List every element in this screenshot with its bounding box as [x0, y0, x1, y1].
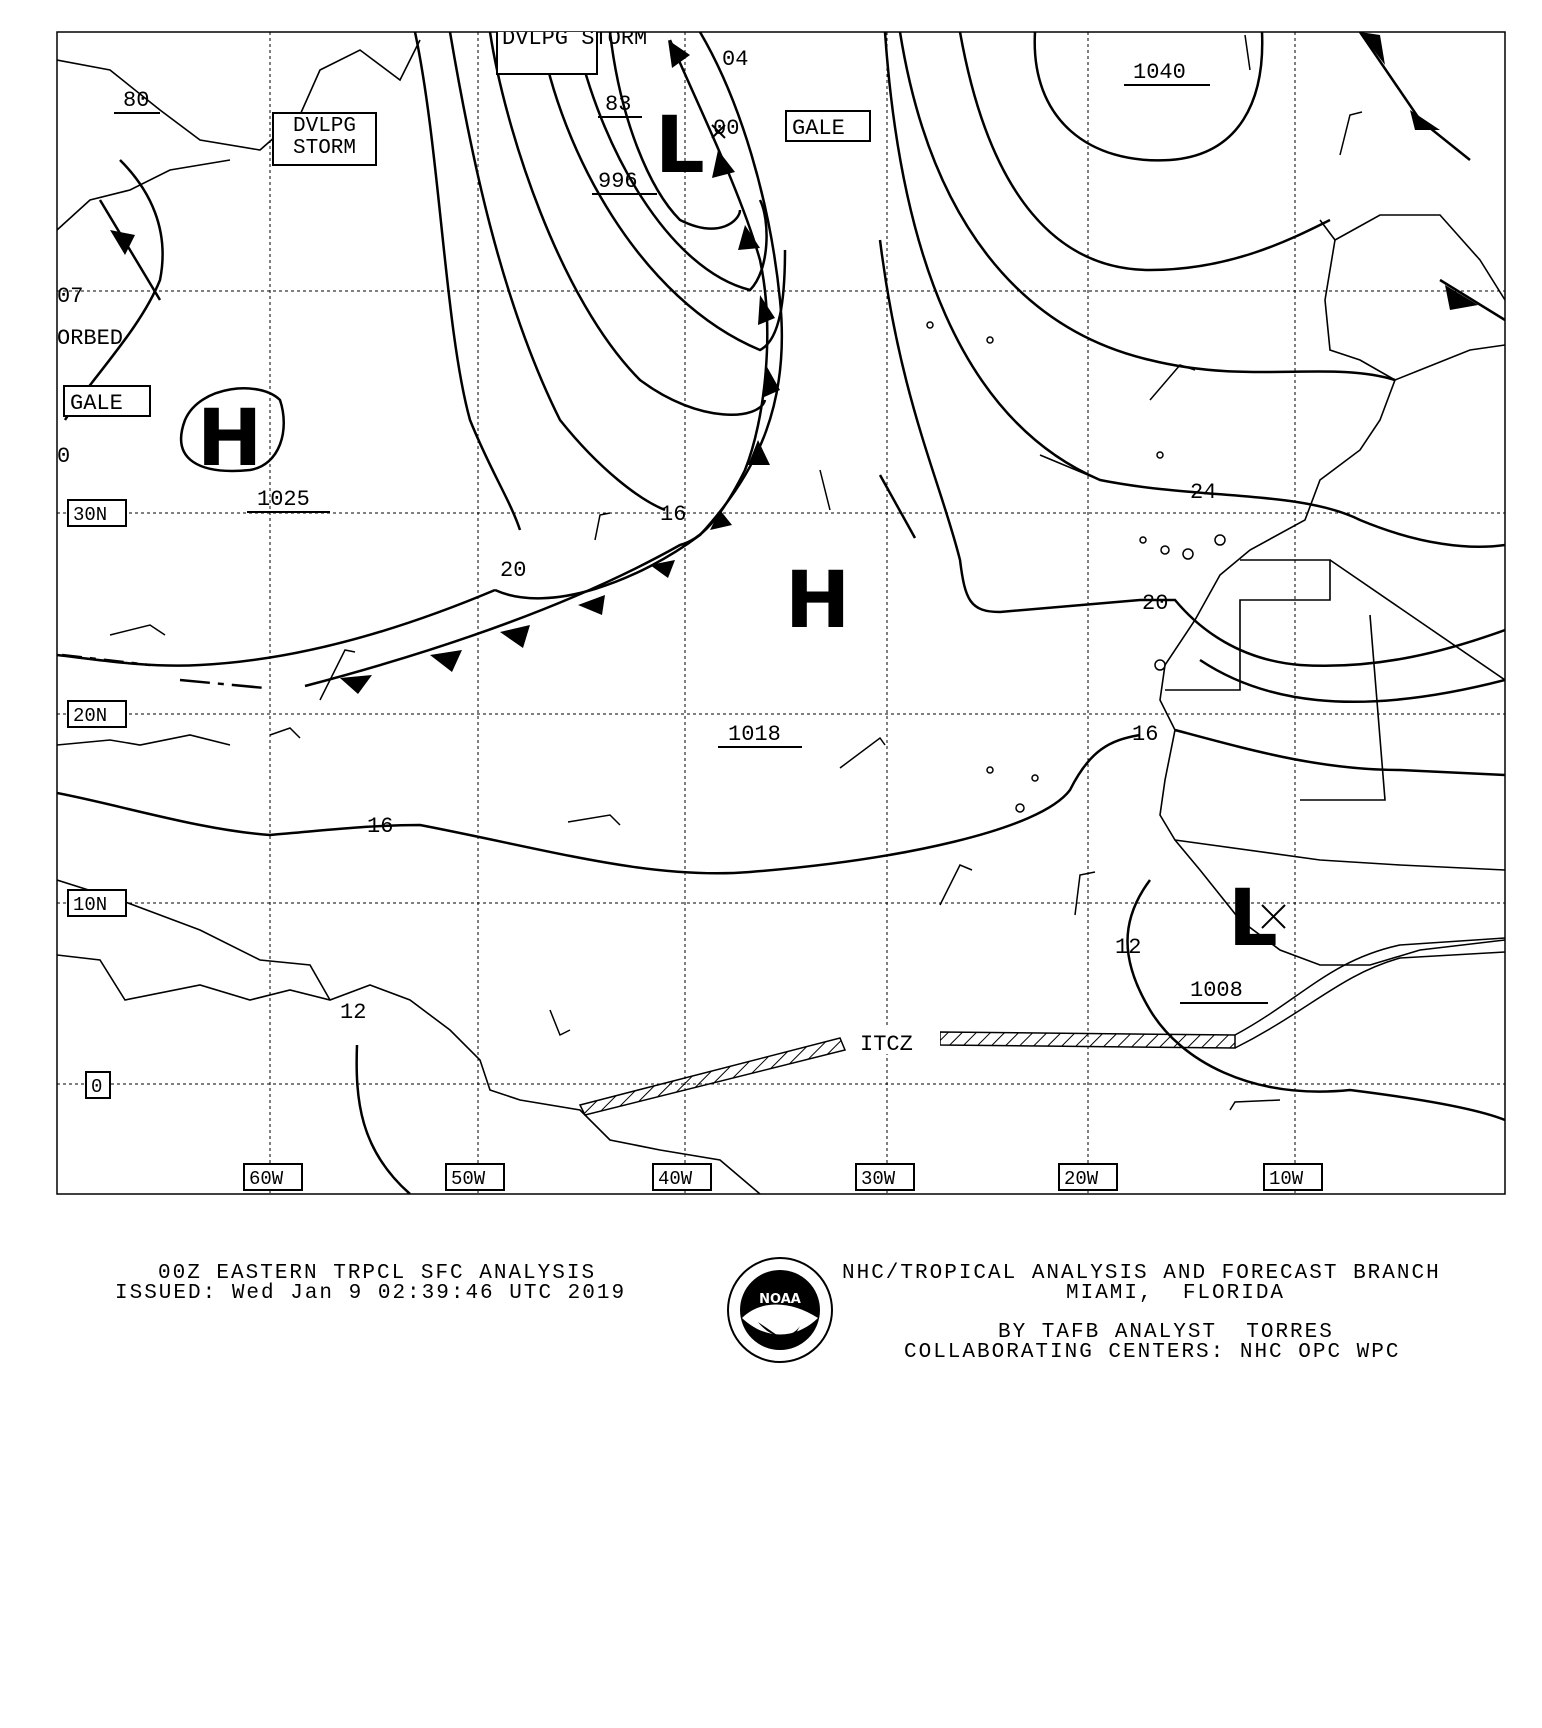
svg-text:12: 12 [1115, 935, 1141, 960]
low-pressure-symbol: L [655, 101, 705, 191]
wind-barbs [109, 34, 1363, 1111]
high-pressure-symbol: H [785, 556, 850, 646]
analyst-credit: BY TAFB ANALYST TORRES [998, 1321, 1334, 1344]
gale-warning: GALE [792, 116, 845, 141]
svg-text:07: 07 [57, 284, 83, 309]
cold-front [61, 32, 1505, 694]
chart-title: 00Z EASTERN TRPCL SFC ANALYSIS [158, 1262, 597, 1285]
pressure-value: 1040 [1133, 60, 1186, 85]
svg-text:83: 83 [605, 92, 631, 117]
developing-storm-warning: DVLPG STORM [292, 115, 356, 160]
svg-text:04: 04 [722, 47, 748, 72]
developing-storm-warning: DVLPG STORM [502, 26, 647, 51]
pressure-value: 1025 [257, 487, 310, 512]
svg-text:60W: 60W [249, 1168, 284, 1190]
pressure-value: 996 [598, 169, 638, 194]
svg-text:10W: 10W [1269, 1168, 1304, 1190]
low-pressure-symbol: L [1228, 874, 1278, 964]
itcz-label: ITCZ [860, 1032, 913, 1057]
branch-name: NHC/TROPICAL ANALYSIS AND FORECAST BRANC… [842, 1262, 1441, 1285]
svg-text:12: 12 [340, 1000, 366, 1025]
warning-boxes: DVLPG STORM DVLPG STORM GALE GALE [63, 26, 871, 417]
branch-location: MIAMI, FLORIDA [1066, 1282, 1286, 1305]
svg-text:16: 16 [367, 814, 393, 839]
svg-text:10N: 10N [73, 894, 107, 916]
svg-text:00: 00 [713, 116, 739, 141]
lat-lon-grid [57, 32, 1505, 1194]
collaborating-centers: COLLABORATING CENTERS: NHC OPC WPC [904, 1341, 1401, 1364]
gale-warning: GALE [70, 391, 123, 416]
isobars [57, 32, 1505, 1194]
svg-text:16: 16 [1132, 722, 1158, 747]
high-pressure-symbol: H [197, 394, 262, 484]
svg-text:20: 20 [500, 558, 526, 583]
svg-text:16: 16 [660, 502, 686, 527]
svg-text:50W: 50W [451, 1168, 486, 1190]
svg-text:80: 80 [123, 88, 149, 113]
dissipated-label: ORBED [57, 326, 123, 351]
issued-timestamp: ISSUED: Wed Jan 9 02:39:46 UTC 2019 [115, 1282, 627, 1305]
svg-text:30N: 30N [73, 504, 107, 526]
svg-text:20N: 20N [73, 705, 107, 727]
noaa-logo-text: NOAA [759, 1292, 801, 1307]
svg-text:20: 20 [1142, 591, 1168, 616]
pressure-value: 1018 [728, 722, 781, 747]
noaa-logo: NOAA [727, 1257, 833, 1363]
map-frame [56, 31, 1506, 1195]
grid-labels: 30N 20N 10N 0 60W 50W 40W 30W 20W 10W [67, 499, 1323, 1191]
isobar-labels: 04 00 83 80 16 20 16 24 20 16 12 12 07 0… [57, 47, 1216, 1057]
svg-text:0: 0 [57, 444, 70, 469]
svg-text:0: 0 [91, 1076, 102, 1098]
svg-text:30W: 30W [861, 1168, 896, 1190]
svg-text:24: 24 [1190, 480, 1216, 505]
islands [926, 321, 1226, 813]
svg-text:20W: 20W [1064, 1168, 1099, 1190]
svg-text:40W: 40W [658, 1168, 693, 1190]
pressure-value: 1008 [1190, 978, 1243, 1003]
